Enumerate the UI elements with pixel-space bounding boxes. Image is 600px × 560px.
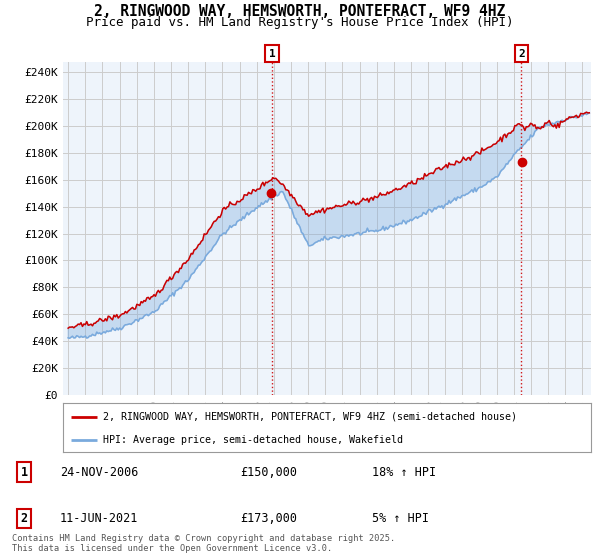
Text: Contains HM Land Registry data © Crown copyright and database right 2025.
This d: Contains HM Land Registry data © Crown c… (12, 534, 395, 553)
Text: 2: 2 (518, 49, 525, 59)
Text: 2, RINGWOOD WAY, HEMSWORTH, PONTEFRACT, WF9 4HZ (semi-detached house): 2, RINGWOOD WAY, HEMSWORTH, PONTEFRACT, … (103, 412, 517, 422)
Text: £173,000: £173,000 (240, 512, 297, 525)
Text: 5% ↑ HPI: 5% ↑ HPI (372, 512, 429, 525)
Text: 1: 1 (269, 49, 275, 59)
Text: 24-NOV-2006: 24-NOV-2006 (60, 465, 139, 479)
Text: 18% ↑ HPI: 18% ↑ HPI (372, 465, 436, 479)
Text: 11-JUN-2021: 11-JUN-2021 (60, 512, 139, 525)
Text: 2, RINGWOOD WAY, HEMSWORTH, PONTEFRACT, WF9 4HZ: 2, RINGWOOD WAY, HEMSWORTH, PONTEFRACT, … (94, 4, 506, 19)
Text: HPI: Average price, semi-detached house, Wakefield: HPI: Average price, semi-detached house,… (103, 435, 403, 445)
Text: Price paid vs. HM Land Registry's House Price Index (HPI): Price paid vs. HM Land Registry's House … (86, 16, 514, 29)
Text: 2: 2 (20, 512, 28, 525)
Text: £150,000: £150,000 (240, 465, 297, 479)
Text: 1: 1 (20, 465, 28, 479)
